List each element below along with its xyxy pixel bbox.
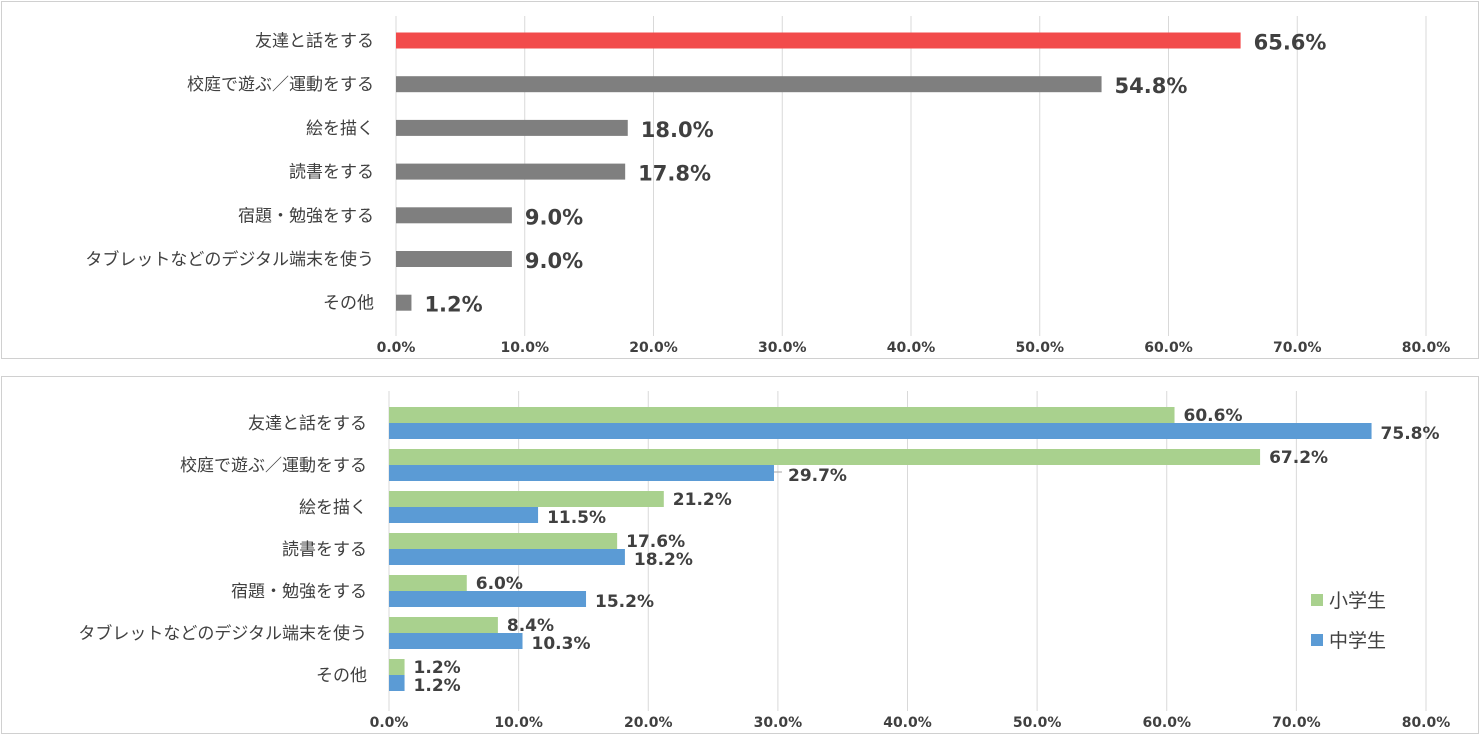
category-label: タブレットなどのデジタル端末を使う xyxy=(85,249,374,270)
legend-label: 小学生 xyxy=(1329,590,1386,612)
bar xyxy=(396,207,512,224)
data-label: 15.2% xyxy=(595,592,654,612)
data-label: 9.0% xyxy=(525,205,583,229)
data-label: 65.6% xyxy=(1254,31,1327,55)
data-label: 18.0% xyxy=(641,118,714,142)
x-tick-label: 10.0% xyxy=(494,715,543,731)
data-label: 18.2% xyxy=(634,550,693,570)
chart-top-svg: 0.0% 10.0% 20.0% 30.0% 40.0% 50.0% 60.0% 70.0% 8… xyxy=(85,16,1451,356)
data-label: 21.2% xyxy=(673,490,732,510)
data-label: 60.6% xyxy=(1184,406,1243,426)
bar-中学生 xyxy=(389,465,774,481)
data-label: 1.2% xyxy=(424,293,482,317)
bar xyxy=(396,76,1102,93)
data-label: 1.2% xyxy=(414,658,461,678)
category-label: 校庭で遊ぶ／運動をする xyxy=(180,456,367,476)
bar-小学生 xyxy=(389,659,405,675)
x-tick-label: 50.0% xyxy=(1015,340,1064,356)
x-tick-label: 60.0% xyxy=(1144,340,1193,356)
legend-swatch xyxy=(1311,634,1323,646)
chart-top-panel: 0.0% 10.0% 20.0% 30.0% 40.0% 50.0% 60.0% 70.0% 8… xyxy=(1,1,1479,359)
legend-swatch xyxy=(1311,594,1323,606)
category-label: 校庭で遊ぶ／運動をする xyxy=(187,75,374,95)
bar-小学生 xyxy=(389,533,618,549)
data-label: 9.0% xyxy=(525,249,583,273)
x-tick-label: 0.0% xyxy=(370,715,409,731)
category-label: 友達と話をする xyxy=(248,414,367,434)
category-label: 宿題・勉強をする xyxy=(231,582,367,602)
bar-中学生 xyxy=(389,633,523,649)
x-tick-label: 0.0% xyxy=(377,340,416,356)
bar xyxy=(396,251,512,267)
x-tick-label: 30.0% xyxy=(758,340,807,356)
x-tick-label: 10.0% xyxy=(500,340,549,356)
x-tick-label: 80.0% xyxy=(1402,340,1451,356)
category-label: その他 xyxy=(316,666,367,686)
bar-中学生 xyxy=(389,591,587,607)
data-label: 75.8% xyxy=(1381,424,1440,444)
bar-小学生 xyxy=(389,407,1175,423)
bar-小学生 xyxy=(389,491,664,507)
data-label: 17.6% xyxy=(626,532,685,552)
x-tick-label: 80.0% xyxy=(1402,715,1451,731)
bar-中学生 xyxy=(389,675,405,691)
bar-小学生 xyxy=(389,575,467,591)
data-label: 10.3% xyxy=(532,634,591,654)
category-label: 絵を描く xyxy=(299,498,367,518)
data-label: 54.8% xyxy=(1115,74,1188,98)
x-tick-label: 70.0% xyxy=(1273,340,1322,356)
x-tick-label: 30.0% xyxy=(754,715,803,731)
category-label: タブレットなどのデジタル端末を使う xyxy=(78,623,367,644)
category-label: 読書をする xyxy=(282,540,367,560)
bar xyxy=(396,119,628,136)
x-tick-label: 20.0% xyxy=(629,340,678,356)
x-tick-label: 40.0% xyxy=(883,715,932,731)
category-label: 友達と話をする xyxy=(255,32,374,52)
data-label: 11.5% xyxy=(547,508,606,528)
data-label: 6.0% xyxy=(476,574,523,594)
bar-小学生 xyxy=(389,449,1261,465)
category-label: 読書をする xyxy=(289,163,374,183)
x-tick-label: 70.0% xyxy=(1272,715,1321,731)
bar xyxy=(396,32,1241,49)
data-label: 17.8% xyxy=(638,162,711,186)
x-tick-label: 60.0% xyxy=(1142,715,1191,731)
bar-中学生 xyxy=(389,423,1372,439)
bar-中学生 xyxy=(389,507,539,523)
bar-小学生 xyxy=(389,617,498,633)
data-label: 67.2% xyxy=(1269,448,1328,468)
bar-中学生 xyxy=(389,549,625,565)
x-tick-label: 50.0% xyxy=(1013,715,1062,731)
data-label: 1.2% xyxy=(414,676,461,696)
data-label: 29.7% xyxy=(788,466,847,486)
category-label: 宿題・勉強をする xyxy=(238,206,374,226)
chart-bottom-panel: 0.0% 10.0% 20.0% 30.0% 40.0% 50.0% 60.0% 70.0% 8… xyxy=(1,376,1479,734)
category-label: 絵を描く xyxy=(306,119,374,139)
bar xyxy=(396,163,626,180)
x-tick-label: 40.0% xyxy=(887,340,936,356)
data-label: 8.4% xyxy=(507,616,554,636)
bar xyxy=(396,294,412,311)
category-label: その他 xyxy=(323,294,374,314)
chart-bottom-svg: 0.0% 10.0% 20.0% 30.0% 40.0% 50.0% 60.0% 70.0% 8… xyxy=(78,391,1451,731)
x-tick-label: 20.0% xyxy=(624,715,673,731)
legend-label: 中学生 xyxy=(1329,630,1386,652)
